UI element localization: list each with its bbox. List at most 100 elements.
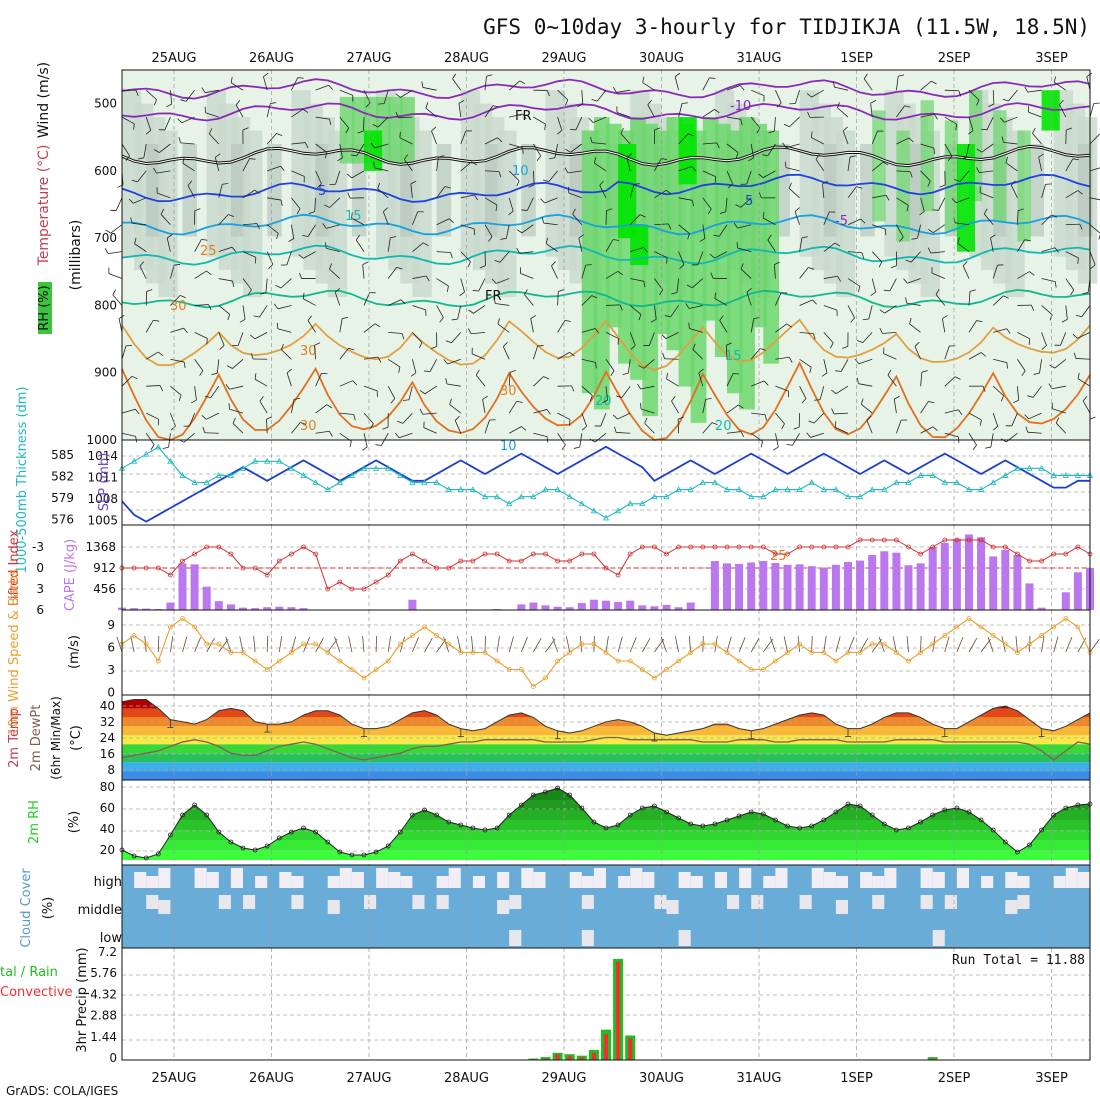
wind-barb: [412, 332, 423, 343]
wind-barb-flag: [710, 272, 714, 279]
wind-barb-flag: [831, 389, 837, 394]
wind-speed-marker: [349, 667, 355, 672]
wind-barb-flag: [201, 414, 207, 420]
rh2m-marker: [518, 802, 524, 808]
wind-barb-flag: [879, 327, 883, 334]
wind-barb-flag: [1001, 395, 1004, 402]
wind-barb: [799, 358, 812, 368]
wind-barb: [266, 224, 279, 234]
wind-barb-flag: [377, 356, 382, 363]
wind-barb: [726, 116, 741, 120]
thickness-marker: [748, 493, 755, 500]
wind10m-barb: [859, 637, 869, 653]
wind10m-barb: [278, 636, 283, 653]
wind-barb: [185, 89, 195, 102]
wind-speed-marker: [1039, 633, 1044, 638]
wind-barb: [1041, 278, 1056, 282]
wind-barb-flag: [714, 109, 720, 114]
date-label-top: 2SEP: [938, 51, 971, 66]
wind-barb-flag: [174, 264, 181, 266]
wind-barb: [519, 251, 534, 254]
lifted-index-marker: [470, 558, 476, 564]
wind10m-barb: [892, 636, 897, 653]
wind-barb: [229, 385, 244, 390]
wind-barb-flag: [348, 347, 355, 351]
wind-barb: [218, 246, 233, 253]
wind-barb: [447, 358, 461, 365]
wind-barb: [740, 197, 752, 208]
wind-barb-flag: [887, 369, 892, 376]
wind-barb-flag: [260, 292, 267, 295]
wind-barb-flag: [588, 117, 594, 123]
cape-bar: [299, 608, 308, 610]
cape-bar: [287, 607, 296, 610]
wind-barb: [216, 359, 220, 374]
lifted-index-marker: [276, 558, 282, 564]
wind-barb-flag: [230, 76, 233, 83]
wind10m-barb: [327, 638, 338, 653]
wind-speed-marker: [361, 675, 367, 681]
high-cloud-gap: [618, 876, 631, 888]
wind-barb-flag: [397, 420, 404, 424]
wind-barb-flag: [957, 237, 960, 244]
wind10m-barb: [1089, 638, 1100, 653]
wind-barb-flag: [612, 87, 617, 93]
cape-bar: [589, 599, 598, 610]
wind-barb-flag: [329, 263, 332, 270]
cape-bar: [614, 602, 623, 610]
wind-barb: [944, 89, 959, 92]
wind-barb-flag: [471, 161, 477, 166]
wind-barb: [654, 251, 668, 258]
wind-speed-marker: [760, 667, 766, 672]
wind10m-barb: [1015, 636, 1018, 653]
rh-contour-fill: [243, 130, 263, 298]
wind-barb-flag: [633, 183, 640, 185]
thickness-marker: [675, 486, 682, 492]
thickness-marker: [687, 486, 694, 492]
wind-barb-flag: [374, 323, 381, 328]
cape-tick-label: 456: [93, 582, 116, 596]
wind-barb: [1077, 332, 1091, 339]
temp-tick-label: 16: [100, 747, 115, 761]
wind-barb-flag: [599, 180, 604, 186]
wind-barb: [968, 412, 982, 421]
thickness-marker: [143, 450, 150, 457]
wind-barb: [640, 408, 655, 414]
isotherm-label: 20: [595, 394, 612, 409]
wind-barb-flag: [578, 234, 585, 239]
rh2m-marker: [1051, 812, 1057, 818]
wind-barb: [436, 278, 449, 287]
wind-barb-flag: [594, 157, 597, 164]
wind-barb: [121, 432, 136, 437]
wind-barb: [751, 412, 766, 416]
wind-barb-flag: [581, 425, 587, 431]
wind-barb: [1041, 332, 1047, 346]
high-cloud-gap: [279, 872, 292, 888]
wind-speed-marker: [688, 650, 694, 655]
wind-barb: [813, 412, 825, 424]
wind-barb: [785, 167, 800, 172]
high-cloud-gap: [1053, 876, 1066, 888]
isotherm-label: 5: [318, 184, 326, 199]
high-cloud-gap: [134, 872, 147, 888]
wind-barb-flag: [899, 236, 904, 242]
wind-speed-marker: [204, 641, 210, 647]
date-label-top: 27AUG: [346, 51, 391, 66]
wind-barb: [1089, 224, 1100, 234]
isotherm-label: FR: [515, 109, 532, 124]
wind-barb-flag: [763, 380, 769, 386]
rh2m-marker: [155, 851, 161, 857]
rh-contour-fill: [230, 144, 246, 237]
high-cloud-gap: [872, 876, 885, 888]
wind-barb: [242, 278, 252, 290]
wind-speed-marker: [1002, 641, 1008, 647]
wind-barb-flag: [784, 161, 787, 168]
wind-barb: [374, 167, 389, 172]
rh-unit-label: (%): [67, 811, 82, 834]
wind-barb-flag: [373, 161, 375, 168]
precip-tick-label: 4.32: [90, 987, 117, 1001]
rh2m-marker: [288, 829, 294, 835]
wind-barb-flag: [254, 373, 257, 380]
mid-cloud-gap: [364, 895, 377, 909]
lifted-index-marker: [579, 551, 585, 557]
